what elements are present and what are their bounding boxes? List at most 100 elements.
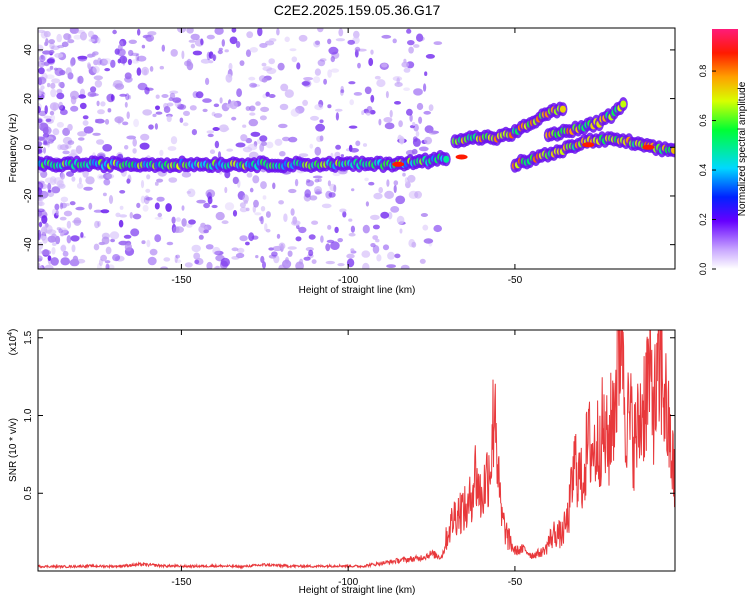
spectrogram-speckle	[248, 232, 255, 242]
spectrogram-speckle	[135, 53, 140, 62]
spectrogram-speckle	[92, 132, 101, 136]
spectrogram-speckle	[38, 265, 43, 269]
spectrogram-speckle	[404, 177, 409, 184]
spectrogram-speckle	[332, 171, 341, 177]
spectrogram-speckle	[412, 138, 421, 147]
spectrogram-speckle	[407, 174, 416, 183]
spectrogram-speckle	[38, 208, 45, 213]
spectrogram-speckle	[394, 82, 403, 87]
spectrogram-speckle	[327, 69, 332, 78]
spectrogram-speckle	[42, 50, 52, 55]
spectrogram-speckle	[425, 54, 435, 59]
spectrogram-speckle	[384, 122, 395, 130]
spectrogram-speckle	[330, 68, 340, 73]
spectrogram-speckle	[272, 182, 276, 190]
spectrogram-speckle	[66, 220, 72, 229]
spectrogram-speckle	[100, 254, 107, 262]
spectrogram-speckle	[88, 202, 93, 210]
spectrogram-speckle	[38, 248, 42, 255]
ridge-1-core	[559, 105, 566, 113]
snr-series-line	[38, 330, 675, 570]
spectrogram-speckle	[75, 30, 86, 34]
spectrogram-speckle	[38, 181, 44, 191]
spectrogram-speckle	[72, 219, 82, 224]
spectrogram-speckle	[278, 123, 288, 129]
spectrogram-speckle	[154, 202, 160, 210]
spectrogram-speckle	[93, 243, 100, 251]
spectrogram-speckle	[186, 190, 191, 194]
spectrogram-speckle	[305, 247, 314, 252]
spectrogram-speckle	[346, 253, 355, 259]
spectrogram-speckle	[98, 175, 108, 179]
spectrogram-speckle	[51, 186, 61, 194]
spectrogram-speckle	[422, 224, 429, 231]
spectrogram-speckle	[47, 182, 52, 191]
spectrogram-speckle	[420, 213, 428, 217]
spectrogram-speckle	[215, 211, 225, 221]
spectrogram-speckle	[70, 90, 79, 100]
spectrogram-speckle	[168, 177, 178, 183]
spectrogram-speckle	[118, 219, 124, 228]
spectrogram-speckle	[308, 234, 316, 240]
spectrogram-speckle	[59, 144, 69, 151]
spectrogram-speckle	[97, 262, 102, 269]
spectrogram-speckle	[179, 117, 184, 123]
spectrogram-speckle	[418, 146, 429, 152]
spectrogram-speckle	[221, 220, 229, 225]
spectrogram-speckle	[202, 98, 212, 103]
spectrogram-speckle	[292, 216, 298, 225]
spectrogram-speckle	[127, 174, 132, 183]
spectrogram-speckle	[415, 131, 420, 137]
spectrogram-speckle	[433, 224, 443, 233]
colorbar: 0.0 0.2 0.4 0.6 0.8 Normalized spectral ampl…	[698, 29, 748, 275]
spectrogram-speckle	[232, 210, 238, 217]
spectrogram-speckle	[51, 45, 60, 51]
spectrogram-speckle	[247, 143, 258, 151]
spectrogram-speckle	[401, 61, 410, 68]
spectrogram-speckle	[175, 217, 181, 222]
spectrogram-speckle	[63, 33, 71, 41]
spectrogram-speckle	[303, 256, 311, 261]
spectrogram-speckle	[340, 154, 344, 158]
spectrogram-speckle	[186, 28, 194, 34]
spectrogram-speckle	[132, 148, 137, 154]
spectrogram-speckle	[328, 46, 339, 55]
spectrogram-speckle	[198, 234, 204, 240]
spectrogram-speckle	[154, 234, 162, 243]
spectrogram-speckle	[327, 224, 332, 230]
spectrogram-speckle	[75, 206, 85, 211]
spectrogram-speckle	[385, 91, 389, 99]
spectrogram-speckle	[62, 250, 69, 257]
spectrogram-speckle	[278, 242, 286, 250]
spectrogram-speckle	[45, 38, 49, 46]
spectrogram-y-tick-label: -40	[23, 237, 34, 252]
spectrogram-speckle	[96, 100, 100, 107]
spectrogram-speckle	[83, 186, 93, 191]
spectrogram-speckle	[250, 131, 261, 137]
spectrogram-speckle	[149, 248, 158, 256]
snr-y-tick-label: 1.5	[23, 330, 34, 344]
spectrogram-speckle	[240, 134, 248, 142]
spectrogram-speckle	[235, 41, 241, 48]
spectrogram-speckle	[60, 257, 70, 266]
spectrogram-speckle	[195, 91, 204, 99]
spectrogram-speckle	[124, 242, 132, 252]
spectrogram-speckle	[94, 80, 103, 88]
spectrogram-speckle	[372, 235, 379, 240]
spectrogram-speckle	[97, 109, 105, 115]
spectrogram-speckle	[252, 175, 260, 184]
spectrogram-speckle	[159, 149, 164, 157]
spectrogram-speckle	[408, 46, 414, 54]
spectrogram-speckle	[279, 103, 289, 111]
spectrogram-speckle	[211, 54, 217, 61]
spectrogram-speckle	[127, 58, 132, 66]
spectrogram-speckle	[154, 216, 163, 220]
spectrogram-speckle	[47, 255, 52, 261]
spectrogram-speckle	[296, 62, 301, 70]
spectrogram-speckle	[110, 238, 115, 243]
chart-title: C2E2.2025.159.05.36.G17	[274, 2, 441, 18]
spectrogram-speckle	[311, 220, 319, 225]
spectrogram-speckle	[423, 238, 434, 244]
spectrogram-speckle	[40, 91, 46, 98]
spectrogram-speckle	[169, 92, 176, 99]
